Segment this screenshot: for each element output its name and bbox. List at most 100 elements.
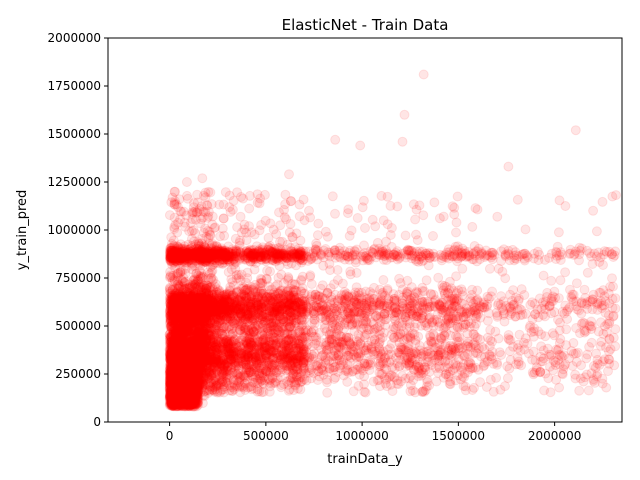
data-point [220,294,231,305]
data-point [479,252,490,263]
data-point [264,298,275,309]
data-point [299,354,310,365]
data-point [278,314,289,325]
data-point [183,361,193,371]
data-point [192,380,203,391]
data-point [177,323,188,334]
data-point [410,214,421,225]
data-point [198,295,209,306]
data-point [280,339,291,350]
data-point [295,235,306,246]
data-point [229,295,240,306]
data-point [166,384,177,395]
data-point [361,316,372,326]
data-point [579,298,590,309]
data-point [250,352,261,363]
data-point [200,313,211,324]
data-point [215,361,226,372]
data-point [194,250,205,261]
data-point [170,319,181,330]
data-point [317,293,328,304]
data-point [456,284,467,295]
data-point [196,352,207,363]
data-point [197,343,208,354]
data-point [194,301,205,312]
data-point [183,340,194,351]
data-point [189,369,200,380]
data-point [484,263,495,274]
data-point [273,352,284,363]
data-point [270,301,281,312]
data-point [195,338,206,349]
data-point [187,301,198,312]
data-point [193,351,203,362]
data-point [188,349,198,360]
data-point [183,351,194,362]
data-point [384,250,395,261]
data-point [192,345,203,356]
data-point [248,250,259,261]
data-point [479,360,490,371]
data-point [256,329,266,340]
data-point [189,373,200,384]
data-point [236,334,247,345]
data-point [167,394,178,405]
data-point [361,344,371,355]
data-point [335,314,346,324]
data-point [515,345,526,356]
data-point [241,310,252,321]
data-points [164,69,621,412]
data-point [167,360,178,371]
data-point [166,393,176,404]
data-point [287,362,298,373]
data-point [209,386,220,397]
data-point [188,386,199,397]
data-point [200,352,211,363]
data-point [422,296,433,307]
data-point [168,367,179,378]
data-point [184,396,194,406]
data-point [222,373,233,384]
data-point [177,363,188,374]
data-point [168,362,179,373]
data-point [430,295,440,306]
data-point [261,366,272,377]
data-point [202,293,213,304]
data-point [210,342,220,353]
data-point [254,314,265,325]
data-point [201,323,212,334]
data-point [583,385,594,396]
data-point [170,376,181,387]
data-point [284,169,294,180]
data-point [201,352,212,363]
data-point [189,388,199,399]
data-point [187,318,198,329]
data-point [218,199,229,210]
data-point [382,301,393,312]
data-point [397,136,408,147]
data-point [165,291,176,302]
data-point [165,249,176,260]
data-point [197,340,208,351]
data-point [195,342,206,353]
data-point [228,375,239,385]
data-point [223,246,234,257]
data-point [197,247,208,258]
data-point [169,254,180,265]
data-point [355,140,366,151]
data-point [169,372,180,383]
data-point [192,389,202,400]
data-point [176,375,187,386]
data-point [174,352,185,363]
data-point [339,319,350,330]
data-point [174,389,185,400]
data-point [197,366,208,377]
data-point [570,125,581,136]
data-point [177,386,188,397]
data-point [187,397,198,408]
data-point [446,345,457,356]
data-point [209,328,219,339]
data-point [597,196,608,207]
data-point [185,314,196,325]
data-point [446,296,457,307]
